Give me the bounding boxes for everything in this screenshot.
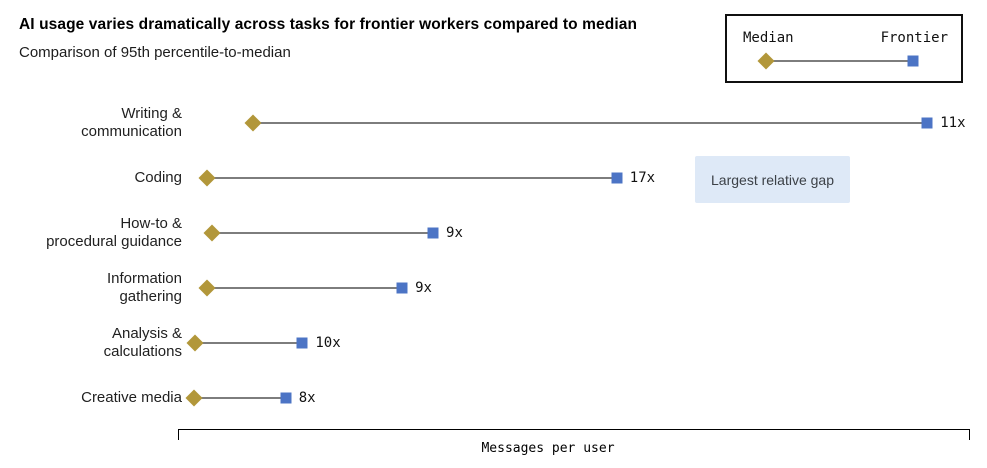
ratio-label: 10x bbox=[315, 335, 341, 351]
ratio-label: 17x bbox=[629, 170, 656, 186]
x-axis-label: Messages per user bbox=[481, 441, 615, 456]
legend-frontier-marker-icon bbox=[907, 55, 919, 67]
plot-area: Writing & communication 11x Coding 17x Ho… bbox=[46, 0, 970, 468]
frontier-marker bbox=[427, 227, 439, 239]
chart-title: AI usage varies dramatically across task… bbox=[19, 16, 638, 33]
ratio-label: 9x bbox=[415, 280, 432, 296]
ratio-label: 8x bbox=[298, 390, 316, 406]
frontier-marker bbox=[611, 172, 623, 184]
connector-line bbox=[193, 397, 286, 399]
category-label: Analysis & calculations bbox=[103, 325, 182, 360]
legend: Median Frontier bbox=[725, 14, 963, 83]
legend-frontier-label: Frontier bbox=[880, 30, 948, 46]
median-marker bbox=[185, 389, 203, 407]
median-marker bbox=[186, 334, 204, 352]
connector-line bbox=[207, 177, 617, 179]
category-label: Writing & communication bbox=[81, 105, 182, 140]
frontier-marker bbox=[280, 392, 292, 404]
category-label: Creative media bbox=[81, 389, 182, 406]
legend-connector-line bbox=[766, 60, 914, 62]
x-axis-bracket bbox=[178, 429, 970, 440]
category-label: Coding bbox=[134, 169, 182, 186]
category-label: How-to & procedural guidance bbox=[46, 215, 182, 250]
connector-line bbox=[253, 122, 928, 124]
category-label: Information gathering bbox=[106, 270, 182, 305]
ratio-label: 11x bbox=[940, 115, 966, 131]
median-marker bbox=[198, 279, 216, 297]
frontier-marker bbox=[396, 282, 408, 294]
median-marker bbox=[203, 224, 221, 242]
ratio-label: 9x bbox=[446, 225, 463, 241]
connector-line bbox=[194, 342, 303, 344]
legend-median-label: Median bbox=[743, 30, 794, 46]
chart-subtitle: Comparison of 95th percentile-to-median bbox=[19, 44, 291, 61]
annotation-largest-gap: Largest relative gap bbox=[695, 156, 850, 203]
connector-line bbox=[207, 287, 403, 289]
median-marker bbox=[244, 114, 262, 132]
median-marker bbox=[198, 169, 216, 187]
connector-line bbox=[212, 232, 433, 234]
frontier-marker bbox=[921, 117, 933, 129]
frontier-marker bbox=[296, 337, 308, 349]
